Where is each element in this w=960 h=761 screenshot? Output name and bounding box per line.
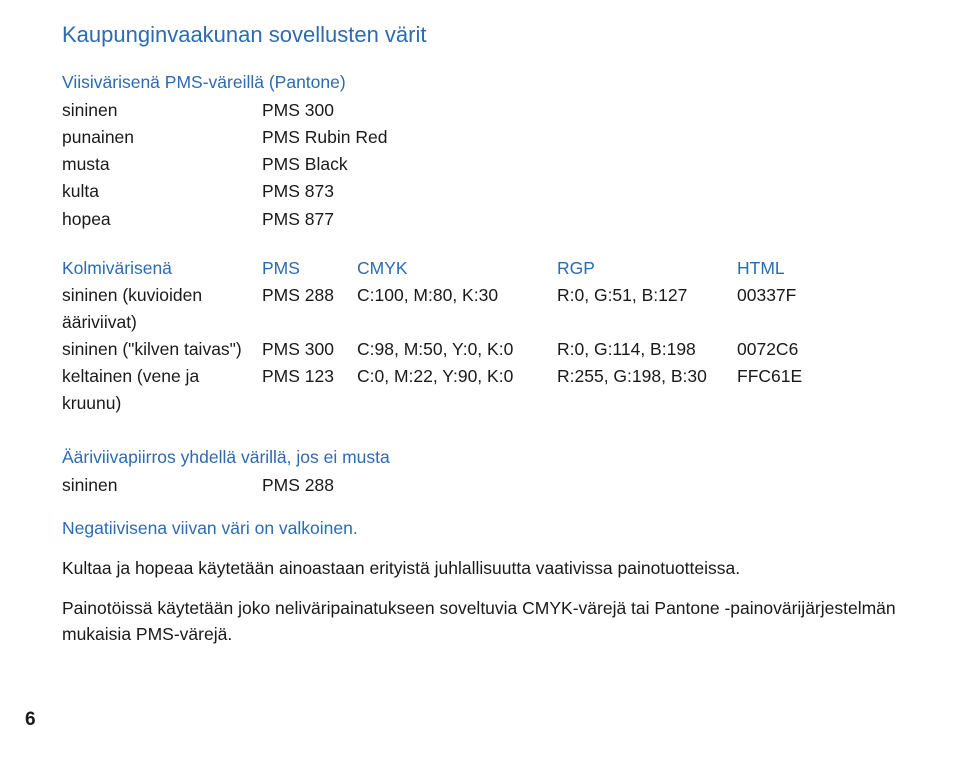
heading-aariviiva: Ääriviivapiirros yhdellä värillä, jos ei… (62, 447, 932, 468)
cmyk-value: C:98, M:50, Y:0, K:0 (357, 336, 557, 363)
html-value: 00337F (737, 282, 847, 336)
col-html: HTML (737, 255, 847, 282)
paragraph-2: Painotöissä käytetään joko neliväripaina… (62, 595, 932, 648)
viisi-row: kulta PMS 873 (62, 178, 932, 205)
section-kolmivarisena: Kolmivärisenä PMS CMYK RGP HTML sininen … (62, 255, 932, 418)
page-number: 6 (25, 709, 36, 731)
color-name: musta (62, 151, 262, 178)
rgp-value: R:0, G:114, B:198 (557, 336, 737, 363)
section-aariviiva: Ääriviivapiirros yhdellä värillä, jos ei… (62, 447, 932, 499)
pms-value: PMS 877 (262, 206, 462, 233)
color-name: sininen ("kilven taivas") (62, 336, 262, 363)
color-name: kulta (62, 178, 262, 205)
pms-value: PMS 123 (262, 363, 357, 417)
heading-viisi: Viisivärisenä PMS-väreillä (Pantone) (62, 72, 932, 93)
viisi-row: hopea PMS 877 (62, 206, 932, 233)
cmyk-value: C:0, M:22, Y:90, K:0 (357, 363, 557, 417)
viisi-row: punainen PMS Rubin Red (62, 124, 932, 151)
rgp-value: R:0, G:51, B:127 (557, 282, 737, 336)
col-rgp: RGP (557, 255, 737, 282)
kolmi-row: keltainen (vene ja kruunu) PMS 123 C:0, … (62, 363, 932, 417)
cmyk-value: C:100, M:80, K:30 (357, 282, 557, 336)
heading-kolmi: Kolmivärisenä (62, 255, 262, 282)
pms-value: PMS 288 (262, 282, 357, 336)
html-value: 0072C6 (737, 336, 847, 363)
color-name: sininen (62, 472, 262, 499)
pms-value: PMS 873 (262, 178, 462, 205)
color-name: punainen (62, 124, 262, 151)
kolmi-row: sininen (kuvioiden ääriviivat) PMS 288 C… (62, 282, 932, 336)
aariviiva-row: sininen PMS 288 (62, 472, 932, 499)
col-pms: PMS (262, 255, 357, 282)
viisi-row: sininen PMS 300 (62, 97, 932, 124)
kolmi-header: Kolmivärisenä PMS CMYK RGP HTML (62, 255, 932, 282)
col-cmyk: CMYK (357, 255, 557, 282)
color-name: keltainen (vene ja kruunu) (62, 363, 262, 417)
pms-value: PMS 300 (262, 97, 462, 124)
pms-value: PMS 300 (262, 336, 357, 363)
section-viisivarisena: Viisivärisenä PMS-väreillä (Pantone) sin… (62, 72, 932, 233)
pms-value: PMS Black (262, 151, 462, 178)
pms-value: PMS Rubin Red (262, 124, 462, 151)
color-name: hopea (62, 206, 262, 233)
viisi-row: musta PMS Black (62, 151, 932, 178)
rgp-value: R:255, G:198, B:30 (557, 363, 737, 417)
page-title: Kaupunginvaakunan sovellusten värit (62, 22, 932, 48)
color-name: sininen (62, 97, 262, 124)
pms-value: PMS 288 (262, 472, 932, 499)
html-value: FFC61E (737, 363, 847, 417)
paragraph-1: Kultaa ja hopeaa käytetään ainoastaan er… (62, 555, 932, 581)
color-name: sininen (kuvioiden ääriviivat) (62, 282, 262, 336)
negatiivisena-text: Negatiivisena viivan väri on valkoinen. (62, 518, 932, 539)
kolmi-row: sininen ("kilven taivas") PMS 300 C:98, … (62, 336, 932, 363)
